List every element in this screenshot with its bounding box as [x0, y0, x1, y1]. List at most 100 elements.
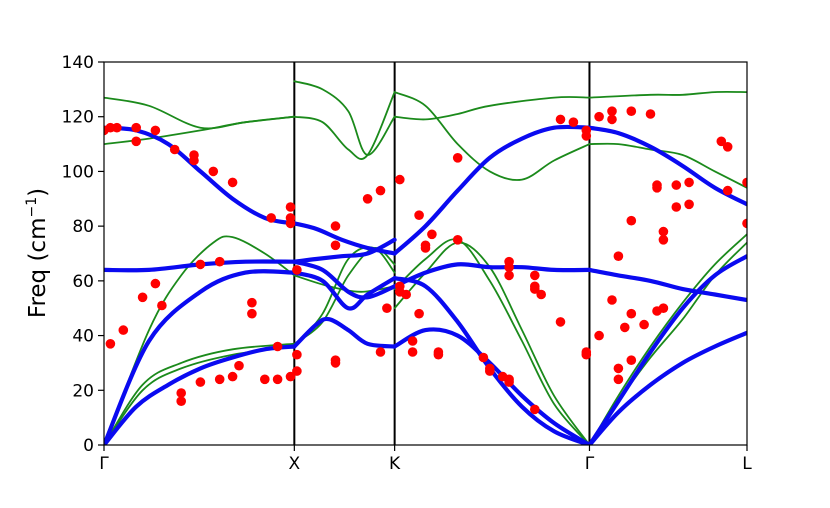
- x-tick-label: K: [389, 454, 401, 474]
- data-point: [189, 150, 199, 160]
- data-point: [530, 270, 540, 281]
- y-tick-label: 80: [72, 217, 94, 237]
- blue-curve-2: [392, 327, 592, 445]
- data-point: [105, 339, 116, 349]
- data-point: [330, 240, 341, 251]
- green-curve-12: [293, 80, 396, 156]
- data-point: [157, 300, 167, 311]
- data-point: [722, 185, 733, 196]
- dispersion-curves: [104, 80, 747, 445]
- data-point: [131, 136, 141, 147]
- data-point: [195, 259, 206, 270]
- y-axis-title-close: ): [25, 188, 51, 197]
- blue-curve-7: [587, 254, 747, 445]
- x-tick-label: L: [742, 454, 752, 474]
- data-point: [150, 125, 161, 136]
- data-point: [639, 319, 649, 330]
- data-point: [671, 202, 682, 212]
- data-point: [382, 303, 392, 314]
- data-point: [395, 281, 405, 292]
- data-point: [478, 352, 489, 363]
- data-point: [504, 377, 514, 387]
- data-point: [658, 235, 669, 245]
- data-point: [247, 297, 257, 308]
- x-tick-label: Γ: [99, 454, 109, 474]
- green-curve-17: [588, 142, 747, 189]
- y-axis-title: Freq (cm−1): [24, 188, 51, 318]
- data-point: [555, 114, 566, 125]
- data-point: [504, 262, 514, 273]
- data-point: [536, 289, 546, 300]
- green-curve-15: [393, 91, 591, 181]
- blue-curve-4: [104, 269, 297, 445]
- data-point: [401, 289, 412, 300]
- data-point: [285, 218, 296, 229]
- data-point: [652, 180, 662, 190]
- data-point: [594, 330, 604, 341]
- data-point: [684, 199, 694, 210]
- data-point: [118, 325, 129, 335]
- data-point: [362, 194, 373, 204]
- data-point: [292, 366, 302, 376]
- data-point: [375, 347, 386, 357]
- green-curve-8: [588, 233, 747, 445]
- green-curve-0: [104, 345, 296, 445]
- data-point: [594, 111, 604, 122]
- blue-curve-1: [292, 316, 397, 349]
- data-point: [227, 177, 238, 188]
- data-point: [626, 215, 637, 226]
- y-tick-label: 0: [83, 436, 94, 456]
- y-axis-title-main: Freq (cm: [25, 218, 51, 319]
- data-point: [555, 317, 566, 327]
- data-point: [433, 349, 444, 360]
- data-point: [626, 106, 637, 116]
- blue-curve-6: [392, 276, 592, 445]
- data-point: [150, 278, 161, 289]
- blue-curve-15: [392, 124, 592, 256]
- data-point: [742, 177, 747, 188]
- data-point: [247, 308, 257, 319]
- green-curve-16: [588, 90, 747, 99]
- data-point: [658, 226, 669, 237]
- y-tick-label: 40: [72, 327, 94, 347]
- data-point: [227, 371, 238, 382]
- blue-curve-9: [292, 259, 397, 300]
- data-point: [407, 336, 418, 346]
- data-point: [375, 185, 386, 196]
- data-point: [272, 341, 283, 352]
- data-point: [716, 136, 727, 147]
- x-tick-label: X: [288, 454, 300, 474]
- data-point: [414, 210, 424, 220]
- y-tick-label: 60: [72, 272, 94, 292]
- blue-curve-3: [587, 330, 747, 445]
- data-point: [420, 243, 431, 253]
- data-point: [613, 374, 624, 385]
- data-point: [176, 396, 186, 407]
- data-point: [613, 251, 624, 261]
- data-point: [427, 229, 437, 240]
- data-point: [530, 284, 540, 294]
- data-point: [671, 180, 682, 190]
- data-point: [266, 213, 277, 223]
- data-point: [176, 388, 186, 398]
- data-point: [292, 265, 302, 275]
- data-point: [581, 349, 592, 360]
- y-axis: 0 20 40 60 80 100 120 140: [62, 53, 104, 456]
- data-point: [607, 106, 617, 116]
- data-point: [452, 235, 463, 245]
- data-point: [581, 131, 592, 141]
- blue-curve-16: [587, 125, 747, 207]
- measured-points: [104, 106, 747, 415]
- data-point: [260, 374, 270, 385]
- data-point: [607, 114, 617, 125]
- y-axis-title-sup: −1: [24, 197, 40, 218]
- data-point: [137, 292, 148, 303]
- data-point: [626, 355, 637, 366]
- data-point: [292, 349, 302, 360]
- y-tick-label: 100: [62, 162, 94, 182]
- data-point: [742, 218, 747, 229]
- data-point: [395, 174, 405, 185]
- blue-curve-11: [587, 267, 747, 303]
- data-point: [504, 270, 514, 281]
